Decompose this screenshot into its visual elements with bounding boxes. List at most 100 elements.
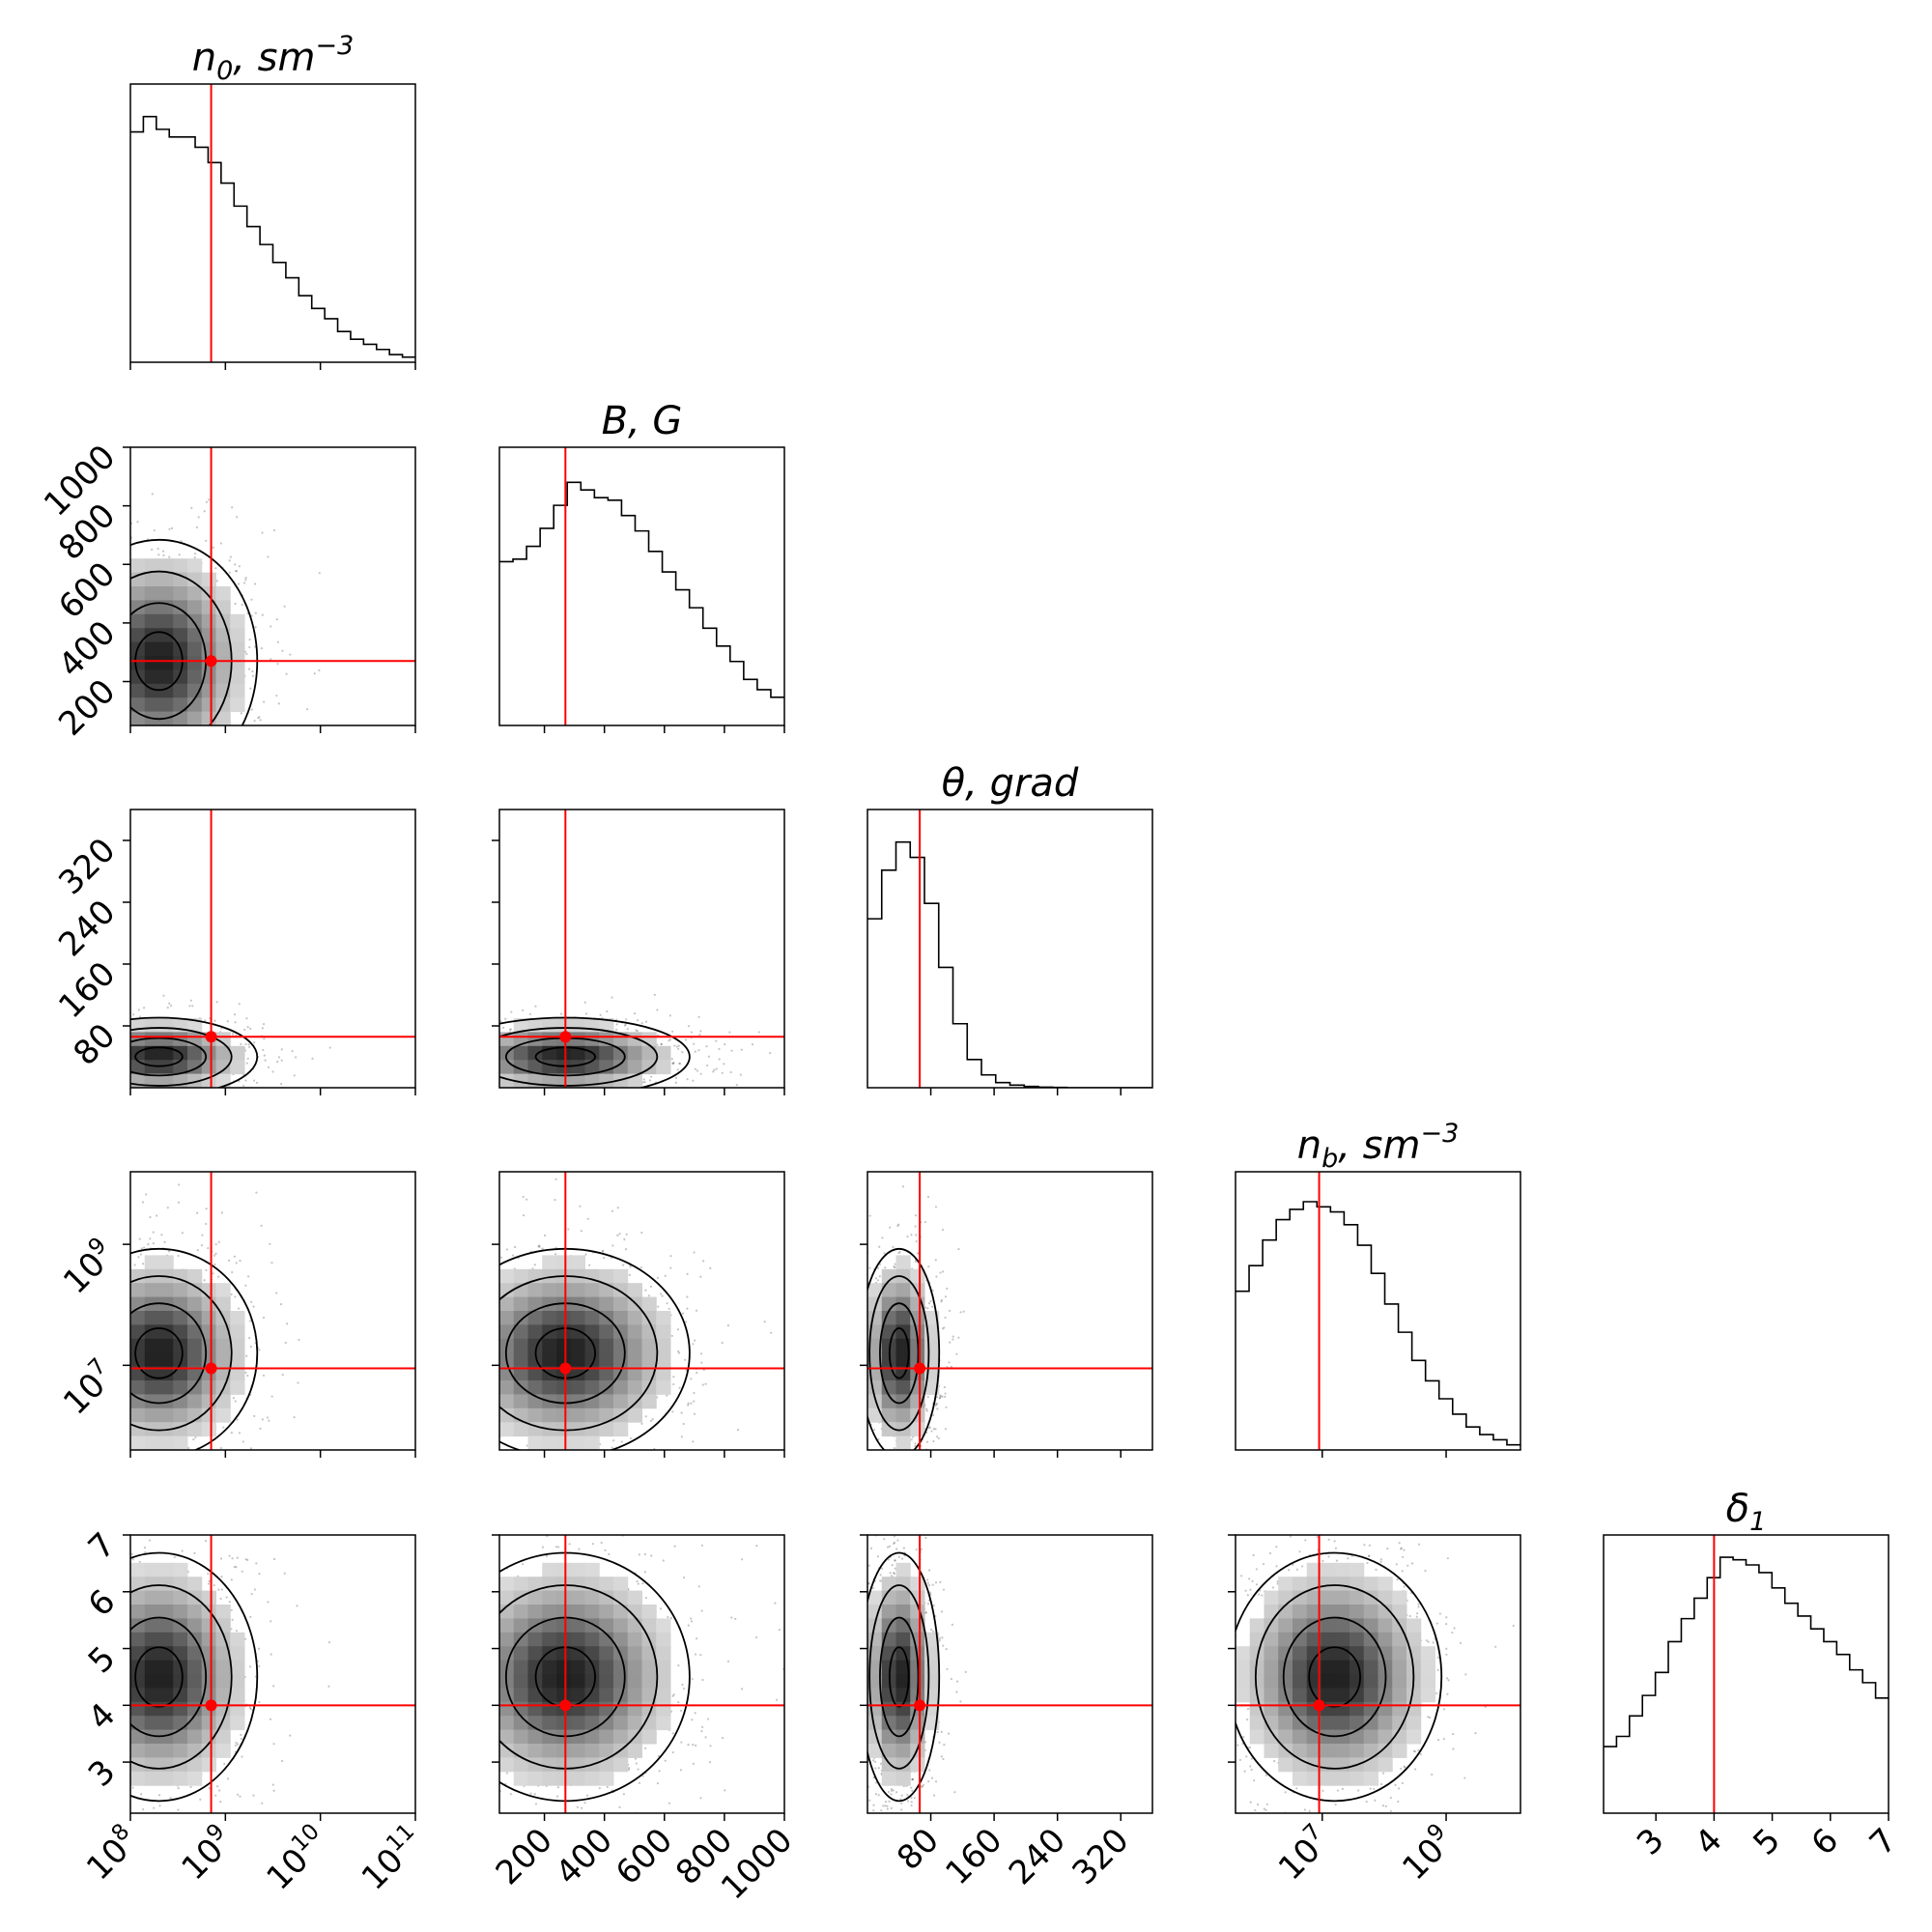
- density-grid: [130, 1562, 245, 1786]
- x-tick-label: 109: [172, 1819, 241, 1888]
- y-tick-label: 107: [54, 1353, 123, 1422]
- histogram-panel-B: B, G: [498, 399, 785, 733]
- panel-frame: [498, 1534, 785, 1814]
- scatter-panel-theta-vs-B: [492, 809, 785, 1095]
- panel-frame: [498, 809, 785, 1089]
- y-tick-label: 240: [51, 893, 123, 964]
- contour-4: [130, 1247, 259, 1450]
- contour-4: [1236, 1551, 1443, 1803]
- contour-3: [130, 1275, 233, 1432]
- x-tick-label: 400: [549, 1821, 620, 1892]
- panel-title: B, G: [602, 399, 683, 443]
- histogram-panel-n0: n0, sm−3: [129, 31, 416, 370]
- scatter-panel-nb-vs-B: [492, 1171, 785, 1458]
- truth-point: [559, 1031, 572, 1043]
- contour-1: [1308, 1646, 1361, 1708]
- truth-point: [559, 1699, 572, 1712]
- x-tick-label: 1011: [353, 1819, 432, 1898]
- x-tick-label: 109: [1393, 1819, 1462, 1888]
- contour-3: [130, 1027, 233, 1087]
- contour-4: [867, 1551, 941, 1803]
- density-grid: [1236, 1562, 1435, 1786]
- panel-frame: [498, 446, 785, 726]
- panel-frame: [867, 1534, 1153, 1814]
- panel-frame: [129, 1171, 416, 1451]
- histogram-step-line: [1604, 1556, 1889, 1747]
- x-tick-label: 5: [1746, 1821, 1788, 1863]
- truth-point: [205, 1031, 217, 1043]
- panel-title: nb, sm−3: [1297, 1119, 1460, 1174]
- scatter-panel-nb-vs-n0: 107 109: [54, 1171, 416, 1458]
- x-tick-label: 3: [1630, 1821, 1672, 1863]
- x-tick-label: 1010: [257, 1819, 336, 1898]
- histogram-step-line: [499, 481, 784, 698]
- contour-3: [130, 1584, 233, 1770]
- panel-title: θ, grad: [942, 761, 1079, 806]
- histogram-step-line: [867, 840, 1152, 1088]
- x-tick-label: 108: [77, 1819, 146, 1888]
- panel-title: n0, sm−3: [192, 31, 355, 86]
- contour-1: [134, 1327, 184, 1379]
- y-tick-label: 109: [54, 1233, 123, 1301]
- contour-3: [868, 1584, 930, 1770]
- density-grid: [130, 1255, 245, 1450]
- panel-frame: [867, 1171, 1153, 1451]
- x-tick-label: 320: [1065, 1821, 1136, 1892]
- y-tick-label: 320: [51, 831, 123, 902]
- x-tick-label: 6: [1804, 1821, 1847, 1863]
- y-tick-label: 400: [51, 613, 123, 685]
- histogram-step-line: [1236, 1201, 1520, 1446]
- truth-point: [205, 655, 217, 668]
- scatter-panel-delta1-vs-nb: 107 109: [1228, 1534, 1521, 1888]
- contour-3: [1254, 1584, 1415, 1770]
- contour-2: [130, 1037, 208, 1077]
- panel-frame: [1235, 1534, 1521, 1814]
- y-tick-label: 3: [81, 1752, 124, 1795]
- histogram-step-line: [130, 115, 415, 358]
- truth-point: [205, 1699, 217, 1712]
- y-tick-label: 80: [66, 1016, 123, 1073]
- panel-frame: [498, 1171, 785, 1451]
- truth-point: [559, 1362, 572, 1375]
- density-grid: [130, 558, 245, 725]
- density-grid: [867, 1255, 940, 1450]
- contour-4: [867, 1247, 941, 1450]
- histogram-panel-theta: θ, grad: [867, 761, 1153, 1095]
- contour-1: [134, 1646, 184, 1708]
- x-tick-label: 1000: [714, 1821, 800, 1907]
- x-tick-label: 80: [890, 1821, 947, 1878]
- truth-point: [914, 1362, 926, 1375]
- truth-point: [205, 1362, 217, 1375]
- contour-2: [130, 1616, 208, 1738]
- y-tick-label: 5: [81, 1639, 124, 1682]
- panel-frame: [129, 83, 416, 363]
- y-tick-label: 600: [51, 554, 123, 626]
- contour-2: [879, 1616, 920, 1738]
- scatter-panel-nb-vs-theta: [860, 1171, 1153, 1458]
- panel-frame: [129, 1534, 416, 1814]
- y-tick-label: 6: [81, 1582, 124, 1625]
- y-tick-label: 4: [81, 1695, 124, 1738]
- contour-1: [134, 1046, 184, 1067]
- histogram-panel-nb: nb, sm−3: [1235, 1119, 1521, 1458]
- y-tick-label: 7: [81, 1525, 124, 1568]
- x-tick-label: 600: [609, 1821, 680, 1892]
- histogram-panel-delta1: δ1 3 4 5 6 7: [1603, 1487, 1905, 1863]
- truth-point: [914, 1699, 926, 1712]
- density-grid: [499, 1562, 671, 1786]
- y-tick-label: 200: [51, 672, 123, 744]
- x-tick-label: 200: [489, 1821, 560, 1892]
- x-tick-label: 240: [1002, 1821, 1073, 1892]
- y-tick-label: 160: [51, 954, 123, 1026]
- contour-4: [130, 1551, 259, 1803]
- x-tick-label: 160: [938, 1821, 1009, 1892]
- contour-2: [1282, 1616, 1387, 1738]
- panel-frame: [1603, 1534, 1889, 1814]
- contour-2: [879, 1302, 920, 1405]
- truth-point: [1313, 1699, 1325, 1712]
- panel-frame: [129, 446, 416, 726]
- x-tick-label: 7: [1862, 1821, 1905, 1863]
